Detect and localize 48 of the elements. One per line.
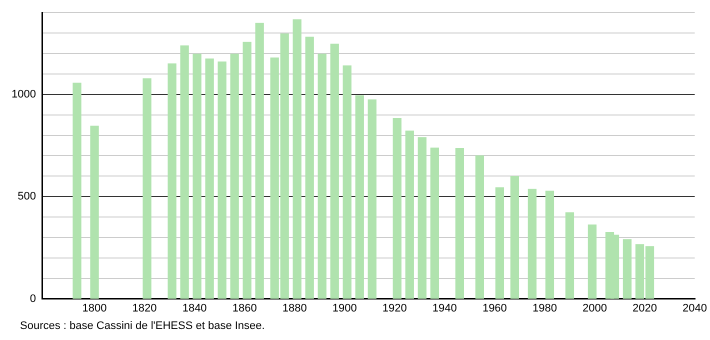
x-tick-label: 1860 (232, 302, 257, 314)
x-tick-label: 1880 (282, 302, 307, 314)
bar (305, 36, 314, 299)
x-tick-label: 1800 (82, 302, 107, 314)
x-tick-label: 1820 (132, 302, 157, 314)
bar (292, 19, 302, 299)
y-tick-label: 1000 (12, 88, 36, 100)
x-tick-label: 1980 (532, 302, 557, 314)
bar (510, 176, 520, 299)
x-tick-label: 1920 (382, 302, 407, 314)
x-tick-label: 1840 (182, 302, 207, 314)
bar (90, 126, 99, 299)
x-tick-label: 1940 (432, 302, 457, 314)
bar (545, 190, 554, 299)
bar (430, 148, 439, 299)
bar (330, 44, 339, 299)
bar (180, 45, 189, 299)
bar (368, 99, 376, 299)
bar (392, 118, 402, 299)
bar (588, 224, 597, 299)
bar (475, 155, 484, 299)
bar (405, 130, 414, 299)
bar (142, 78, 152, 299)
x-tick-label: 2000 (582, 302, 607, 314)
bar (355, 95, 364, 299)
source-note: Sources : base Cassini de l'EHESS et base Insee. (20, 320, 265, 332)
bar (192, 54, 202, 299)
bar (72, 82, 82, 299)
x-tick-label: 1960 (482, 302, 507, 314)
x-tick-label: 2040 (682, 302, 708, 314)
bar (565, 212, 574, 299)
bar (342, 65, 352, 299)
y-tick-label: 0 (30, 292, 36, 305)
bar (205, 58, 214, 299)
bar (230, 54, 239, 299)
x-tick-label: 1900 (332, 302, 357, 314)
bar (622, 239, 632, 299)
y-tick-label: 500 (18, 190, 36, 203)
bar (168, 63, 176, 299)
bar (495, 187, 504, 299)
bar (455, 148, 464, 299)
bar (242, 42, 252, 299)
bar (318, 54, 326, 299)
bar (418, 137, 426, 299)
x-tick-label: 2020 (632, 302, 657, 314)
bar (255, 22, 264, 299)
bar (528, 188, 537, 299)
bar (218, 62, 226, 299)
